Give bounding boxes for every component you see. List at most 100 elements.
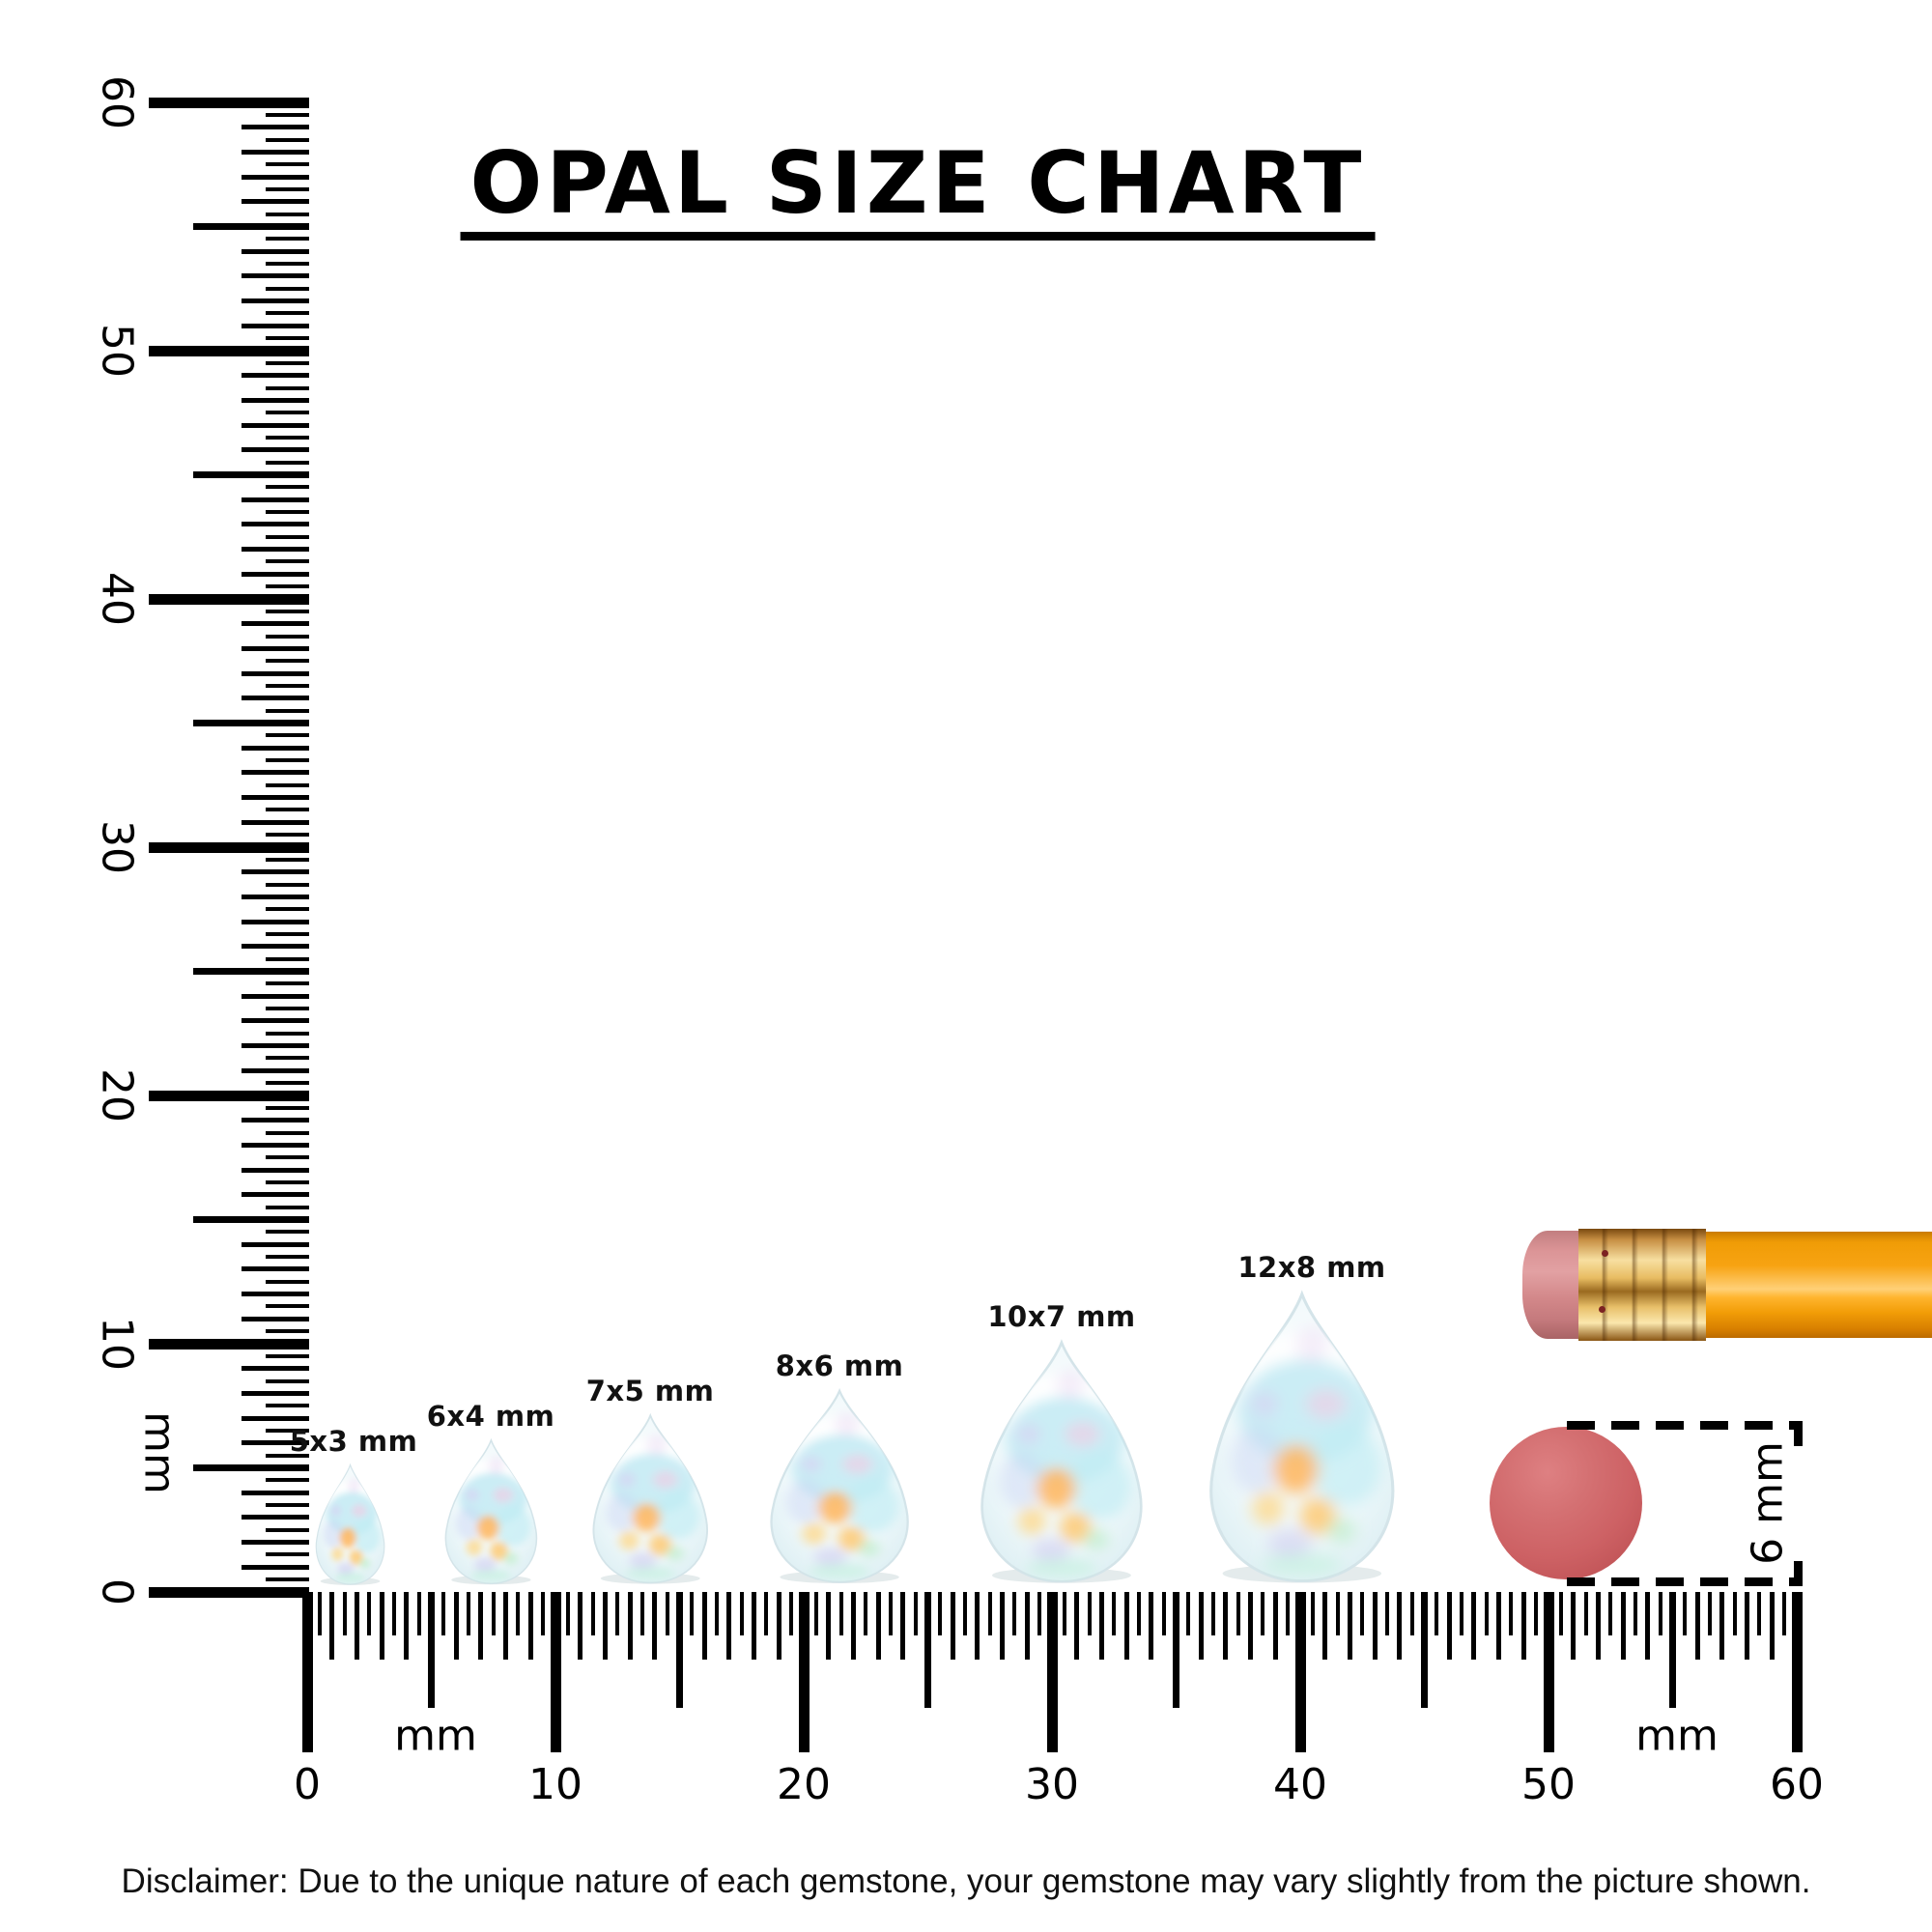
h-ruler-tick bbox=[1583, 1592, 1588, 1635]
h-ruler-tick bbox=[1769, 1592, 1775, 1660]
h-ruler-tick bbox=[1322, 1592, 1328, 1660]
h-ruler-tick bbox=[516, 1592, 521, 1635]
h-ruler-tick bbox=[1719, 1592, 1725, 1660]
pencil-ferrule bbox=[1578, 1229, 1706, 1341]
v-ruler-tick bbox=[242, 1043, 309, 1049]
h-ruler-number: 20 bbox=[777, 1760, 831, 1809]
v-ruler-tick bbox=[242, 1241, 309, 1247]
h-ruler-tick bbox=[1620, 1592, 1626, 1660]
v-ruler-tick bbox=[266, 162, 309, 167]
v-ruler-tick bbox=[149, 593, 309, 605]
v-ruler-tick bbox=[266, 1279, 309, 1284]
h-ruler-tick bbox=[1000, 1592, 1006, 1660]
h-ruler-tick bbox=[950, 1592, 955, 1660]
opal-stone bbox=[770, 1388, 909, 1584]
v-ruler-tick bbox=[242, 993, 309, 999]
horizontal-ruler-unit-label-left: mm bbox=[394, 1711, 477, 1761]
v-ruler-tick bbox=[266, 485, 309, 490]
v-ruler-tick bbox=[266, 659, 309, 664]
h-ruler-tick bbox=[875, 1592, 881, 1660]
h-ruler-tick bbox=[342, 1592, 347, 1635]
h-ruler-tick bbox=[1384, 1592, 1389, 1635]
h-ruler-tick bbox=[1024, 1592, 1030, 1660]
h-ruler-tick bbox=[1037, 1592, 1042, 1635]
h-ruler-tick bbox=[1149, 1592, 1154, 1660]
h-ruler-tick bbox=[1123, 1592, 1129, 1660]
v-ruler-number: 30 bbox=[92, 820, 142, 874]
opal-stone bbox=[316, 1463, 385, 1585]
disclaimer-text: Disclaimer: Due to the unique nature of … bbox=[121, 1862, 1811, 1900]
v-ruler-tick bbox=[242, 1067, 309, 1073]
h-ruler-tick bbox=[838, 1592, 843, 1635]
v-ruler-tick bbox=[242, 547, 309, 553]
h-ruler-tick bbox=[391, 1592, 396, 1635]
h-ruler-tick bbox=[1248, 1592, 1254, 1660]
v-ruler-tick bbox=[266, 833, 309, 838]
v-ruler-tick bbox=[242, 1266, 309, 1272]
v-ruler-tick bbox=[266, 435, 309, 440]
h-ruler-tick bbox=[467, 1592, 471, 1635]
page-title: OPAL SIZE CHART bbox=[460, 141, 1376, 241]
v-ruler-tick bbox=[242, 770, 309, 776]
v-ruler-tick bbox=[242, 670, 309, 676]
v-ruler-tick bbox=[266, 1304, 309, 1309]
h-ruler-tick bbox=[715, 1592, 720, 1635]
h-ruler-tick bbox=[627, 1592, 633, 1660]
v-ruler-tick bbox=[266, 1503, 309, 1508]
h-ruler-tick bbox=[1558, 1592, 1563, 1635]
v-ruler-tick bbox=[266, 186, 309, 191]
circle-diameter-label: 6 mm bbox=[1743, 1441, 1793, 1565]
v-ruler-tick bbox=[149, 97, 309, 108]
h-ruler-tick bbox=[1294, 1592, 1306, 1752]
h-ruler-tick bbox=[379, 1592, 384, 1660]
h-ruler-number: 50 bbox=[1521, 1760, 1576, 1809]
ferrule-rivet-dot bbox=[1602, 1250, 1608, 1257]
opal-size-label: 7x5 mm bbox=[585, 1375, 715, 1408]
v-ruler-tick bbox=[266, 708, 309, 713]
h-ruler-tick bbox=[1520, 1592, 1526, 1660]
h-ruler-tick bbox=[752, 1592, 757, 1660]
v-ruler-tick bbox=[266, 286, 309, 291]
v-ruler-tick bbox=[242, 497, 309, 502]
h-ruler-tick bbox=[1421, 1592, 1428, 1708]
h-ruler-tick bbox=[764, 1592, 769, 1635]
h-ruler-tick bbox=[798, 1592, 810, 1752]
h-ruler-tick bbox=[1074, 1592, 1080, 1660]
v-ruler-tick bbox=[193, 968, 309, 975]
v-ruler-tick bbox=[266, 808, 309, 812]
h-ruler-number: 0 bbox=[294, 1760, 321, 1809]
v-ruler-tick bbox=[149, 1338, 309, 1350]
h-ruler-tick bbox=[888, 1592, 893, 1635]
h-ruler-tick bbox=[776, 1592, 781, 1660]
h-ruler-number: 40 bbox=[1273, 1760, 1327, 1809]
v-ruler-tick bbox=[266, 1353, 309, 1358]
h-ruler-tick bbox=[565, 1592, 570, 1635]
h-ruler-tick bbox=[491, 1592, 496, 1635]
v-ruler-tick bbox=[242, 1316, 309, 1321]
v-ruler-number: 40 bbox=[92, 572, 142, 626]
v-ruler-tick bbox=[266, 237, 309, 242]
v-ruler-tick bbox=[266, 510, 309, 515]
h-ruler-tick bbox=[690, 1592, 695, 1635]
v-ruler-tick bbox=[242, 621, 309, 627]
h-ruler-tick bbox=[1595, 1592, 1601, 1660]
opal-stone bbox=[444, 1437, 537, 1585]
v-ruler-tick bbox=[193, 471, 309, 478]
v-ruler-tick bbox=[149, 841, 309, 853]
pencil-body bbox=[1706, 1232, 1932, 1338]
h-ruler-tick bbox=[975, 1592, 980, 1660]
v-ruler-tick bbox=[266, 1478, 309, 1483]
v-ruler-tick bbox=[266, 907, 309, 912]
v-ruler-tick bbox=[266, 460, 309, 465]
v-ruler-tick bbox=[266, 1081, 309, 1086]
h-ruler-tick bbox=[665, 1592, 669, 1635]
h-ruler-tick bbox=[301, 1592, 313, 1752]
h-ruler-tick bbox=[1484, 1592, 1489, 1635]
v-ruler-tick bbox=[266, 559, 309, 564]
h-ruler-tick bbox=[1397, 1592, 1403, 1660]
h-ruler-tick bbox=[639, 1592, 644, 1635]
h-ruler-tick bbox=[1571, 1592, 1577, 1660]
v-ruler-tick bbox=[242, 1390, 309, 1396]
h-ruler-tick bbox=[1286, 1592, 1291, 1635]
v-ruler-tick bbox=[266, 212, 309, 216]
